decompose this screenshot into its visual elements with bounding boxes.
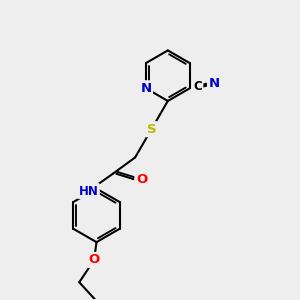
Text: N: N: [208, 77, 220, 90]
Text: S: S: [147, 123, 156, 136]
Text: C: C: [193, 80, 202, 93]
Text: O: O: [88, 254, 100, 266]
Text: N: N: [140, 82, 152, 95]
Text: HN: HN: [79, 184, 98, 197]
Text: O: O: [136, 172, 147, 186]
